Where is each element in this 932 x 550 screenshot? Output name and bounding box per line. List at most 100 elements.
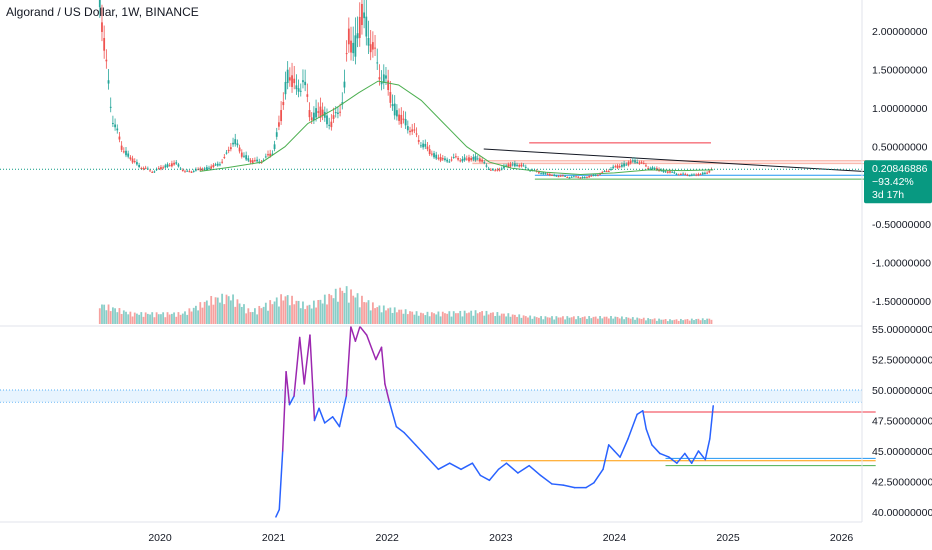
rsi-line-segment <box>359 325 368 336</box>
price-tick-label: 1.50000000 <box>872 65 928 77</box>
candle-body <box>634 160 636 163</box>
volume-bar <box>243 304 245 324</box>
candle-body <box>669 171 671 173</box>
volume-bar <box>144 312 147 324</box>
volume-bar <box>592 316 595 324</box>
volume-bar <box>302 301 304 324</box>
volume-bar <box>564 319 567 324</box>
volume-bar <box>98 308 101 324</box>
candle-body <box>247 158 250 161</box>
volume-bar <box>350 289 352 324</box>
rsi-pane[interactable] <box>0 325 876 518</box>
volume-bar <box>623 319 625 324</box>
candle-body <box>195 169 197 171</box>
volume-bar <box>315 307 317 324</box>
volume-bar <box>347 302 350 324</box>
candle-body <box>522 165 525 167</box>
volume-bar <box>476 313 479 324</box>
volume-bar <box>568 317 571 324</box>
candle-body <box>623 163 625 167</box>
candle-body <box>450 159 453 161</box>
candle-body <box>651 167 654 170</box>
volume-bar <box>527 317 529 324</box>
candle-body <box>393 103 396 116</box>
volume-bar <box>398 309 400 324</box>
volume-bar <box>371 302 374 324</box>
volume-bar <box>489 312 492 324</box>
candle-body <box>551 174 553 176</box>
candle-body <box>509 164 512 167</box>
volume-bar <box>594 316 597 324</box>
rsi-line-segment <box>602 444 610 471</box>
volume-bar <box>334 288 337 324</box>
volume-bar <box>170 313 173 324</box>
volume-bar <box>337 301 339 324</box>
candle-body <box>454 156 457 158</box>
candle-body <box>192 171 195 173</box>
candle-body <box>647 168 650 170</box>
volume-bar <box>428 316 431 324</box>
candle-body <box>688 175 691 177</box>
candle-body <box>352 42 355 54</box>
rsi-line-segment <box>388 401 398 428</box>
volume-bar <box>214 297 217 324</box>
candle-body <box>308 110 311 118</box>
candle-body <box>107 80 110 84</box>
volume-bar <box>260 308 263 324</box>
volume-bar <box>413 314 416 324</box>
volume-bar <box>109 311 112 324</box>
price-pane[interactable] <box>0 0 876 324</box>
candle-body <box>424 143 427 147</box>
price-tick-label: -0.50000000 <box>872 219 931 231</box>
rsi-line-segment <box>607 444 616 452</box>
candle-body <box>177 164 180 167</box>
volume-bar <box>356 293 359 324</box>
rsi-line-segment <box>414 444 428 458</box>
rsi-line-segment <box>395 425 405 434</box>
volume-bar <box>463 310 466 324</box>
candle-body <box>420 145 422 147</box>
candle-body <box>664 171 667 173</box>
candle-body <box>153 171 156 173</box>
candle-body <box>173 162 175 165</box>
rsi-line-segment <box>479 474 491 482</box>
volume-bar <box>437 311 440 324</box>
rsi-line-segment <box>318 407 326 424</box>
candle-body <box>214 164 217 166</box>
candle-body <box>524 166 527 168</box>
candle-body <box>356 33 359 39</box>
candle-body <box>323 111 326 118</box>
candle-body <box>328 124 331 126</box>
candle-body <box>459 160 462 162</box>
volume-bar <box>157 314 160 324</box>
volume-bar <box>524 316 527 324</box>
candle-body <box>111 122 114 124</box>
candle-body <box>496 169 499 171</box>
volume-bar <box>321 303 324 324</box>
volume-bar <box>358 307 361 324</box>
volume-bar <box>127 314 130 324</box>
volume-bar <box>138 314 141 324</box>
volume-bar <box>588 316 591 324</box>
volume-bar <box>699 320 702 324</box>
volume-bar <box>192 307 195 324</box>
volume-bar <box>227 296 230 324</box>
volume-bar <box>101 304 103 324</box>
volume-bar <box>658 318 660 324</box>
rsi-line-segment <box>278 450 284 511</box>
candle-body <box>232 142 234 145</box>
rsi-line-segment <box>697 450 707 461</box>
candle-body <box>212 164 215 168</box>
rsi-line-segment <box>293 336 301 397</box>
volume-bar <box>601 318 604 324</box>
volume-bar <box>487 314 490 324</box>
candle-body <box>439 157 442 161</box>
candle-body <box>610 169 612 171</box>
volume-bar <box>240 306 243 324</box>
volume-bar <box>472 315 475 324</box>
candle-body <box>286 69 289 84</box>
rsi-tick-label: 52.50000000 <box>872 355 932 367</box>
volume-bar <box>544 316 547 324</box>
candle-body <box>321 109 324 116</box>
